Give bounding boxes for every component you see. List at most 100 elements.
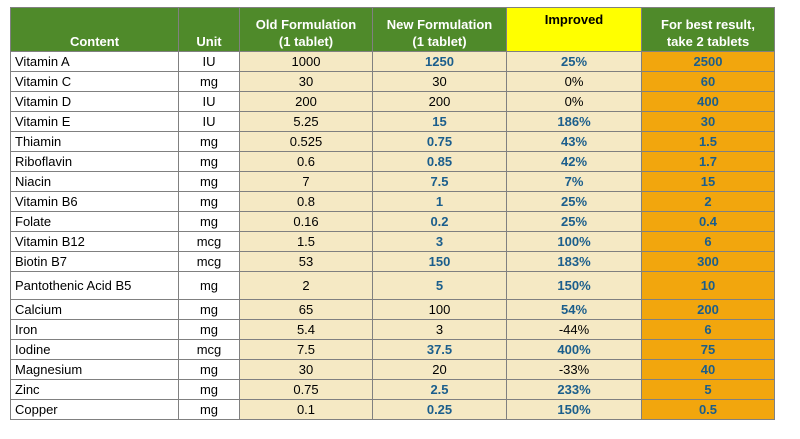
- cell-content: Iodine: [10, 339, 179, 360]
- header-best-result: For best result, take 2 tablets: [641, 7, 775, 52]
- cell-new-formulation: 150: [372, 251, 507, 272]
- cell-content: Calcium: [10, 299, 179, 320]
- header-new-formulation: New Formulation (1 tablet): [372, 7, 507, 52]
- cell-improved: 43%: [506, 131, 642, 152]
- cell-unit: mcg: [178, 339, 240, 360]
- cell-content: Vitamin D: [10, 91, 179, 112]
- header-content: Content: [10, 7, 179, 52]
- cell-unit: IU: [178, 111, 240, 132]
- cell-improved: 25%: [506, 211, 642, 232]
- cell-new-formulation: 7.5: [372, 171, 507, 192]
- cell-content: Pantothenic Acid B5: [10, 271, 179, 300]
- cell-unit: mg: [178, 71, 240, 92]
- table-row: Biotin B7 mcg 53 150 183% 300: [10, 251, 775, 272]
- cell-old-formulation: 30: [239, 71, 373, 92]
- cell-unit: mcg: [178, 231, 240, 252]
- cell-content: Biotin B7: [10, 251, 179, 272]
- cell-best-result: 5: [641, 379, 775, 400]
- cell-best-result: 200: [641, 299, 775, 320]
- table-row: Vitamin B12 mcg 1.5 3 100% 6: [10, 231, 775, 252]
- cell-improved: 150%: [506, 399, 642, 420]
- cell-content: Niacin: [10, 171, 179, 192]
- cell-content: Vitamin C: [10, 71, 179, 92]
- cell-old-formulation: 0.1: [239, 399, 373, 420]
- cell-content: Riboflavin: [10, 151, 179, 172]
- cell-improved: 150%: [506, 271, 642, 300]
- cell-old-formulation: 1.5: [239, 231, 373, 252]
- formulation-comparison-table: Content Unit Old Formulation (1 tablet) …: [10, 7, 775, 420]
- cell-new-formulation: 0.85: [372, 151, 507, 172]
- cell-content: Copper: [10, 399, 179, 420]
- cell-improved: 42%: [506, 151, 642, 172]
- cell-improved: 25%: [506, 191, 642, 212]
- cell-old-formulation: 2: [239, 271, 373, 300]
- cell-new-formulation: 3: [372, 319, 507, 340]
- cell-best-result: 0.5: [641, 399, 775, 420]
- cell-best-result: 15: [641, 171, 775, 192]
- cell-improved: 186%: [506, 111, 642, 132]
- cell-content: Magnesium: [10, 359, 179, 380]
- cell-improved: 54%: [506, 299, 642, 320]
- cell-best-result: 6: [641, 231, 775, 252]
- formulation-table-wrapper: Content Unit Old Formulation (1 tablet) …: [10, 7, 775, 420]
- cell-old-formulation: 53: [239, 251, 373, 272]
- cell-best-result: 1.5: [641, 131, 775, 152]
- cell-unit: mg: [178, 271, 240, 300]
- cell-unit: IU: [178, 51, 240, 72]
- header-content-label: Content: [69, 34, 120, 49]
- cell-old-formulation: 0.75: [239, 379, 373, 400]
- cell-old-formulation: 0.8: [239, 191, 373, 212]
- cell-old-formulation: 7.5: [239, 339, 373, 360]
- cell-new-formulation: 100: [372, 299, 507, 320]
- cell-old-formulation: 0.16: [239, 211, 373, 232]
- cell-improved: 233%: [506, 379, 642, 400]
- cell-best-result: 75: [641, 339, 775, 360]
- cell-content: Zinc: [10, 379, 179, 400]
- cell-unit: mg: [178, 399, 240, 420]
- table-row: Thiamin mg 0.525 0.75 43% 1.5: [10, 131, 775, 152]
- header-best-line2: take 2 tablets: [666, 34, 750, 49]
- cell-new-formulation: 15: [372, 111, 507, 132]
- cell-unit: mg: [178, 171, 240, 192]
- cell-improved: 0%: [506, 91, 642, 112]
- header-best-line1: For best result,: [661, 17, 755, 32]
- cell-old-formulation: 30: [239, 359, 373, 380]
- table-row: Magnesium mg 30 20 -33% 40: [10, 359, 775, 380]
- table-row: Iodine mcg 7.5 37.5 400% 75: [10, 339, 775, 360]
- cell-content: Vitamin B6: [10, 191, 179, 212]
- cell-old-formulation: 65: [239, 299, 373, 320]
- cell-unit: IU: [178, 91, 240, 112]
- table-row: Iron mg 5.4 3 -44% 6: [10, 319, 775, 340]
- cell-old-formulation: 7: [239, 171, 373, 192]
- cell-old-formulation: 5.4: [239, 319, 373, 340]
- table-row: Vitamin A IU 1000 1250 25% 2500: [10, 51, 775, 72]
- cell-old-formulation: 200: [239, 91, 373, 112]
- header-unit: Unit: [178, 7, 240, 52]
- cell-unit: mg: [178, 319, 240, 340]
- cell-best-result: 400: [641, 91, 775, 112]
- cell-best-result: 6: [641, 319, 775, 340]
- cell-improved: -44%: [506, 319, 642, 340]
- table-row: Vitamin E IU 5.25 15 186% 30: [10, 111, 775, 132]
- cell-unit: mg: [178, 359, 240, 380]
- cell-new-formulation: 20: [372, 359, 507, 380]
- table-row: Copper mg 0.1 0.25 150% 0.5: [10, 399, 775, 420]
- cell-best-result: 40: [641, 359, 775, 380]
- table-row: Folate mg 0.16 0.2 25% 0.4: [10, 211, 775, 232]
- cell-new-formulation: 0.75: [372, 131, 507, 152]
- header-old-formulation: Old Formulation (1 tablet): [239, 7, 373, 52]
- cell-improved: 100%: [506, 231, 642, 252]
- table-row: Zinc mg 0.75 2.5 233% 5: [10, 379, 775, 400]
- header-old-line2: (1 tablet): [278, 34, 334, 49]
- table-row: Vitamin D IU 200 200 0% 400: [10, 91, 775, 112]
- cell-content: Folate: [10, 211, 179, 232]
- cell-unit: mcg: [178, 251, 240, 272]
- cell-improved: 25%: [506, 51, 642, 72]
- cell-best-result: 0.4: [641, 211, 775, 232]
- cell-new-formulation: 30: [372, 71, 507, 92]
- cell-old-formulation: 1000: [239, 51, 373, 72]
- cell-unit: mg: [178, 151, 240, 172]
- header-unit-label: Unit: [196, 34, 222, 49]
- cell-new-formulation: 200: [372, 91, 507, 112]
